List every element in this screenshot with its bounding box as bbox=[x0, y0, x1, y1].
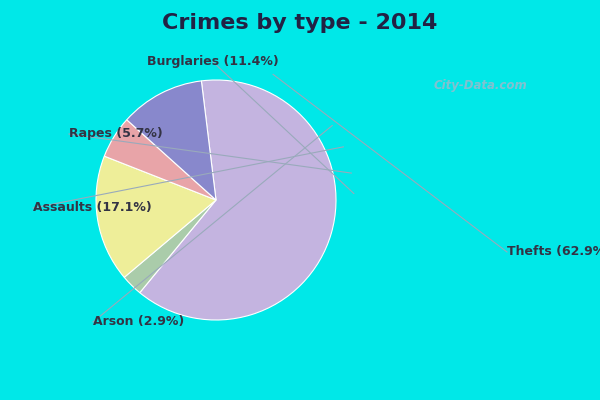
Text: Rapes (5.7%): Rapes (5.7%) bbox=[69, 128, 163, 140]
Text: Crimes by type - 2014: Crimes by type - 2014 bbox=[163, 13, 437, 33]
Text: Assaults (17.1%): Assaults (17.1%) bbox=[33, 202, 152, 214]
Wedge shape bbox=[96, 156, 216, 277]
Text: Arson (2.9%): Arson (2.9%) bbox=[93, 316, 184, 328]
Wedge shape bbox=[140, 80, 336, 320]
Wedge shape bbox=[104, 120, 216, 200]
Text: Thefts (62.9%): Thefts (62.9%) bbox=[507, 246, 600, 258]
Wedge shape bbox=[127, 81, 216, 200]
Text: Burglaries (11.4%): Burglaries (11.4%) bbox=[147, 56, 279, 68]
Text: City-Data.com: City-Data.com bbox=[433, 80, 527, 92]
Wedge shape bbox=[124, 200, 216, 293]
